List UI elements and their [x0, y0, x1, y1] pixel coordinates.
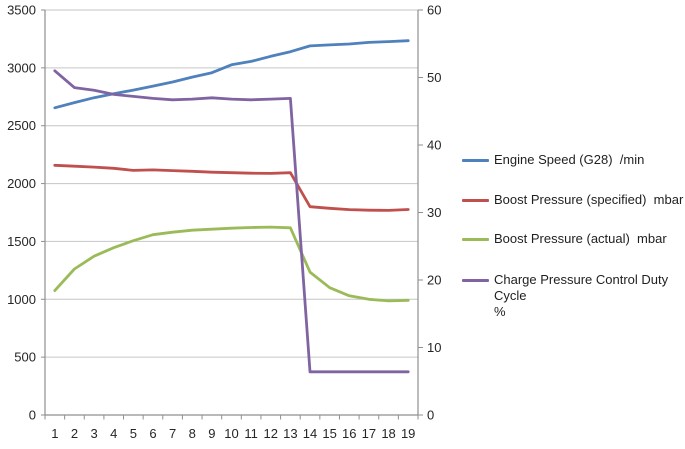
x-axis-label: 1	[51, 426, 58, 441]
legend-item-engine-speed-g28-min: Engine Speed (G28) /min	[456, 152, 644, 168]
y-axis-left-label: 2000	[7, 176, 36, 191]
y-axis-left-label: 500	[14, 350, 36, 365]
x-axis-label: 13	[283, 426, 297, 441]
x-axis-label: 15	[322, 426, 336, 441]
x-axis-label: 9	[208, 426, 215, 441]
y-axis-right-label: 10	[427, 340, 441, 355]
y-axis-right-label: 60	[427, 3, 441, 18]
legend-item-boost-pressure-specified-mbar: Boost Pressure (specified) mbar	[456, 192, 683, 208]
y-axis-left-label: 2500	[7, 118, 36, 133]
legend-item-boost-pressure-actual-mbar: Boost Pressure (actual) mbar	[456, 231, 667, 247]
series-line-boost-pressure-specified-mbar	[53, 163, 410, 212]
legend-item-label: Engine Speed (G28) /min	[494, 152, 645, 167]
y-axis-left-label: 1500	[7, 234, 36, 249]
y-axis-left-label: 3500	[7, 3, 36, 18]
x-axis-label: 3	[90, 426, 97, 441]
y-axis-right-label: 20	[427, 273, 441, 288]
series-line-charge-pressure-control-duty-cycle	[53, 69, 410, 374]
x-axis-label: 10	[224, 426, 238, 441]
series-line-boost-pressure-actual-mbar	[53, 225, 410, 303]
x-axis-label: 2	[71, 426, 78, 441]
y-axis-right-label: 50	[427, 70, 441, 85]
x-axis-label: 5	[130, 426, 137, 441]
chart-legend: Engine Speed (G28) /min Boost Pressure (s…	[456, 0, 685, 449]
legend-line-sample	[462, 199, 489, 202]
x-axis-label: 16	[342, 426, 356, 441]
legend-item-label: Boost Pressure (specified) mbar	[494, 192, 684, 207]
y-axis-right-label: 30	[427, 205, 441, 220]
y-axis-left-label: 1000	[7, 292, 36, 307]
legend-item-label: Boost Pressure (actual) mbar	[494, 231, 667, 246]
x-axis-label: 11	[244, 426, 258, 441]
x-axis-label: 4	[110, 426, 117, 441]
legend-line-sample	[462, 238, 489, 241]
x-axis-label: 19	[401, 426, 415, 441]
x-axis-label: 17	[362, 426, 376, 441]
x-axis-label: 8	[189, 426, 196, 441]
legend-item-label: Charge Pressure Control Duty Cycle %	[494, 272, 669, 319]
legend-item-charge-pressure-control-duty-cycle: Charge Pressure Control Duty Cycle %	[456, 272, 685, 320]
y-axis-left-label: 0	[29, 408, 36, 423]
x-axis-label: 18	[381, 426, 395, 441]
legend-line-sample	[462, 159, 489, 162]
y-axis-right-label: 0	[427, 408, 434, 423]
x-axis-label: 14	[303, 426, 317, 441]
y-axis-left-label: 3000	[7, 60, 36, 75]
x-axis-label: 12	[264, 426, 278, 441]
y-axis-right-label: 40	[427, 138, 441, 153]
legend-line-sample	[462, 279, 489, 282]
x-axis-label: 7	[169, 426, 176, 441]
x-axis-label: 6	[149, 426, 156, 441]
